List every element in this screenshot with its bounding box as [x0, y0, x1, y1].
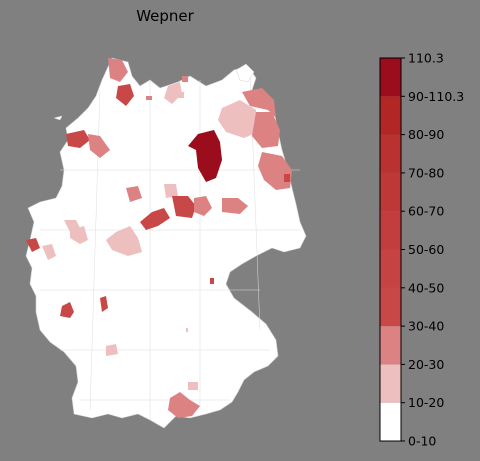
colorbar-tick-label: 0-10	[408, 434, 436, 449]
colorbar-segment	[380, 249, 401, 288]
district-borders	[40, 69, 300, 420]
district-kassel	[140, 208, 170, 230]
district-vorpommern	[242, 88, 276, 118]
district-oberallgaeu	[168, 392, 200, 418]
district-harz	[172, 196, 196, 218]
colorbar-tick-label: 50-60	[408, 242, 444, 257]
colorbar-tick-label: 60-70	[408, 204, 444, 219]
colorbar-segment	[380, 211, 401, 250]
colorbar-tick-label: 90-110.3	[408, 89, 464, 104]
colorbar-tick-label: 30-40	[408, 319, 444, 334]
district-goettingen-area	[164, 184, 178, 198]
colorbar-tick-label: 40-50	[408, 280, 444, 295]
colorbar-segment	[380, 96, 401, 135]
district-nordfriesland	[108, 58, 128, 82]
district-mecklenburg-east	[218, 100, 258, 138]
colorbar-tick-label: 80-90	[408, 127, 444, 142]
district-fulda	[106, 226, 142, 256]
district-rosenheim	[188, 382, 198, 390]
colorbar-segment	[380, 172, 401, 212]
district-paderborn	[126, 186, 142, 202]
district-north-small	[146, 96, 152, 100]
district-hof	[210, 278, 214, 284]
district-uckermark	[252, 112, 280, 148]
highlighted-districts	[26, 58, 292, 418]
colorbar-segment	[380, 134, 401, 173]
colorbar-tick-label: 10-20	[408, 395, 444, 410]
district-essen	[70, 226, 88, 244]
district-aachen	[26, 238, 40, 252]
legend-colorbar: 0-10 10-20 20-30 30-40 40-50 50-60 60-70 70-80 8…	[379, 51, 464, 449]
district-dithmarschen	[116, 84, 134, 106]
district-cologne	[42, 244, 56, 260]
colorbar-segment	[380, 326, 401, 365]
district-ostholstein	[164, 82, 182, 104]
district-halle	[222, 198, 248, 214]
district-ulm	[106, 344, 118, 356]
district-mansfeld	[194, 196, 212, 216]
colorbar-segment	[380, 287, 401, 327]
colorbar-segment	[380, 402, 401, 441]
district-speyer	[60, 302, 74, 318]
district-oldenburg	[88, 134, 110, 158]
colorbar-segment	[380, 364, 401, 403]
district-luebeck	[182, 76, 188, 82]
district-emden	[66, 130, 90, 148]
colorbar-tick-label: 20-30	[408, 357, 444, 372]
district-prignitz	[188, 130, 222, 182]
district-frankfurt-oder	[284, 174, 290, 182]
district-schwerin	[178, 92, 184, 98]
colorbar-tick-label: 110.3	[408, 51, 444, 66]
district-small-east	[186, 328, 188, 332]
colorbar-tick-label: 70-80	[408, 165, 444, 180]
map-title: Wepner	[136, 7, 194, 25]
district-heilbronn	[100, 296, 108, 312]
district-oder-spree	[258, 152, 292, 190]
islands	[53, 63, 255, 121]
colorbar-segment	[380, 58, 401, 97]
